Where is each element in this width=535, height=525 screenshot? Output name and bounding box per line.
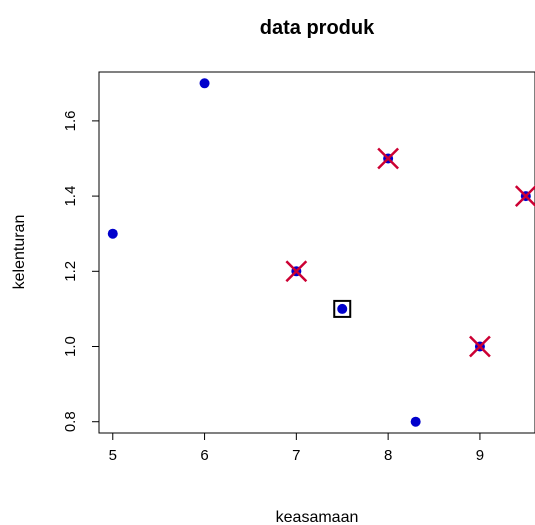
y-tick-label: 1.0: [62, 336, 79, 357]
x-tick-label: 7: [292, 447, 300, 464]
x-tick-label: 8: [384, 447, 392, 464]
data-point: [199, 78, 210, 89]
x-axis-label: keasamaan: [276, 509, 359, 525]
x-tick-label: 5: [109, 447, 117, 464]
y-axis-label: kelenturan: [11, 215, 28, 290]
data-point: [410, 416, 421, 427]
cross-marker: [514, 185, 535, 207]
y-tick-label: 1.2: [62, 261, 79, 282]
y-tick-label: 1.4: [62, 186, 79, 207]
x-axis: 5 6 7 8 9: [109, 432, 484, 464]
cross-marker: [285, 260, 308, 283]
x-tick-label: 9: [476, 447, 484, 464]
y-tick-label: 0.8: [62, 411, 79, 432]
x-tick-label: 6: [200, 447, 208, 464]
cross-marker: [469, 335, 491, 358]
data-point: [337, 303, 348, 314]
cross-marker: [377, 147, 400, 170]
data-point: [107, 228, 118, 239]
y-axis: 0.8 1.0 1.2 1.4 1.6: [62, 110, 100, 432]
plot-frame: [98, 71, 535, 434]
box-marker: [333, 299, 352, 318]
y-tick-label: 1.6: [62, 110, 79, 131]
chart-title: data produk: [260, 17, 375, 39]
data-points: [107, 78, 535, 427]
